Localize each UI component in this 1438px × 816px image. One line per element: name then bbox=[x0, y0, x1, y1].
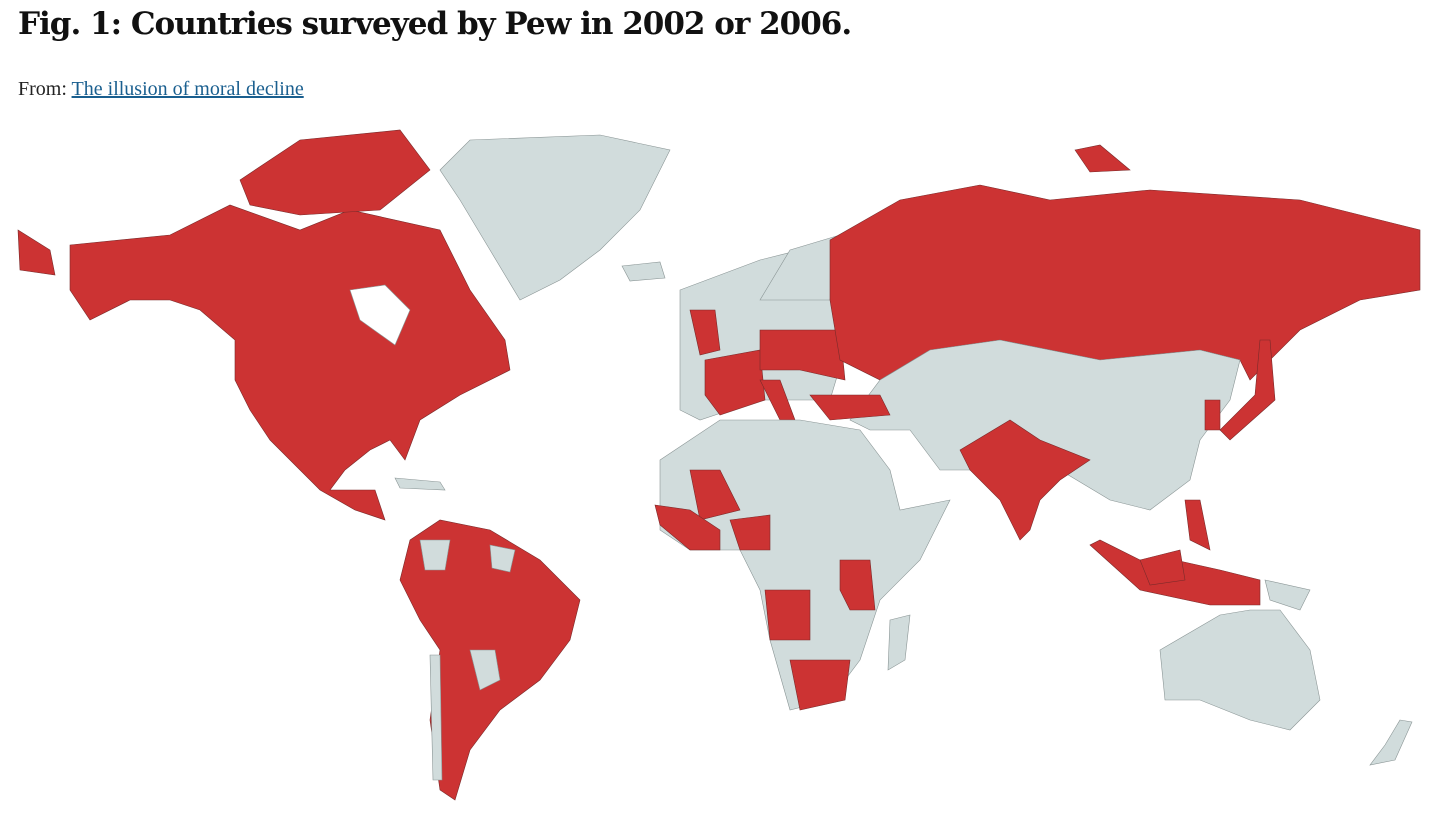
figure-title: Fig. 1: Countries surveyed by Pew in 200… bbox=[18, 6, 852, 42]
uk bbox=[689, 309, 721, 356]
north-america bbox=[69, 204, 511, 521]
alaska-west bbox=[17, 229, 56, 276]
new-zealand bbox=[1369, 719, 1413, 766]
world-map bbox=[17, 129, 1421, 801]
from-label: From: bbox=[18, 78, 67, 100]
west-africa bbox=[654, 504, 721, 551]
caribbean bbox=[394, 477, 446, 491]
new-guinea bbox=[1264, 579, 1311, 611]
france-spain bbox=[704, 349, 766, 416]
greenland bbox=[439, 134, 671, 301]
asia bbox=[849, 339, 1241, 511]
india-pakistan bbox=[959, 419, 1091, 541]
east-africa bbox=[839, 559, 876, 611]
africa bbox=[659, 419, 951, 711]
korea bbox=[1204, 399, 1221, 431]
angola bbox=[764, 589, 811, 641]
turkey bbox=[809, 394, 891, 421]
iceland bbox=[621, 261, 666, 282]
mali bbox=[689, 469, 741, 521]
arctic-russia bbox=[1074, 144, 1131, 173]
paraguay-bolivia bbox=[469, 649, 501, 691]
source-link[interactable]: The illusion of moral decline bbox=[71, 78, 304, 100]
arctic-islands bbox=[239, 129, 431, 216]
guianas bbox=[489, 544, 516, 573]
russia bbox=[829, 184, 1421, 381]
hudson-bay bbox=[349, 284, 411, 346]
madagascar bbox=[887, 614, 911, 671]
colombia bbox=[419, 539, 451, 571]
source-line: From: The illusion of moral decline bbox=[18, 78, 304, 101]
nigeria bbox=[729, 514, 771, 551]
borneo bbox=[1139, 549, 1186, 586]
australia bbox=[1159, 609, 1321, 731]
chile bbox=[429, 654, 443, 781]
philippines bbox=[1184, 499, 1211, 551]
central-europe bbox=[759, 329, 846, 381]
map-shapes bbox=[17, 129, 1421, 801]
japan bbox=[1219, 339, 1276, 441]
south-africa bbox=[789, 659, 851, 711]
